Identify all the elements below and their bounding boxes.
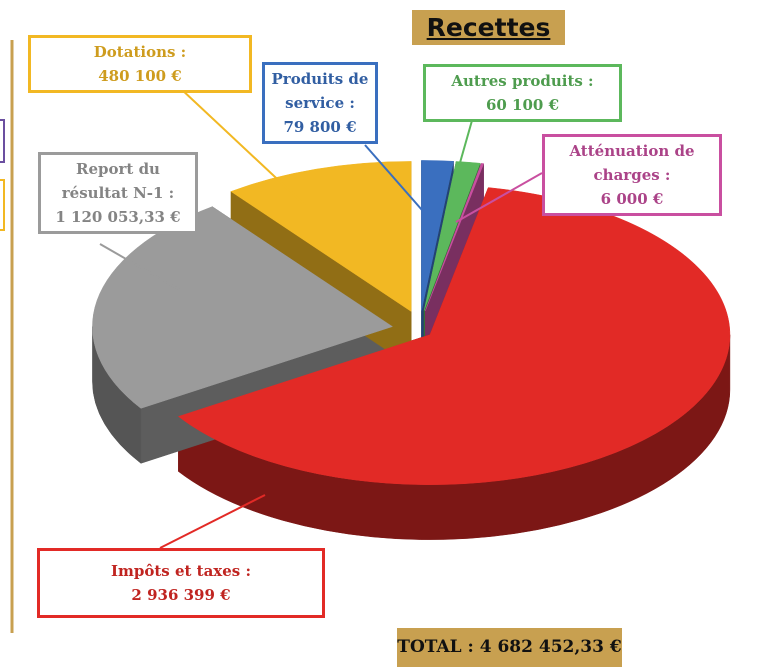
slice: [423, 161, 481, 311]
category-label: Produits de service :: [271, 70, 369, 112]
leader-line: [179, 87, 306, 206]
label-box: Impôts et taxes : 2 936 399 €: [37, 548, 325, 618]
leaders: [99, 87, 543, 549]
side-box: [0, 119, 5, 163]
category-label: Dotations :: [93, 43, 187, 61]
leader-line: [455, 172, 543, 223]
value-label: 60 100 €: [485, 96, 560, 114]
leader-line: [99, 243, 181, 291]
value-label: 6 000 €: [600, 190, 664, 208]
label-box: Produits de service : 79 800 €: [262, 62, 378, 144]
category-label: Autres produits :: [451, 72, 594, 90]
leader-line: [364, 144, 423, 211]
slice: [230, 161, 412, 312]
leader-line: [445, 116, 474, 213]
slice: [421, 160, 454, 311]
label-box: Autres produits : 60 100 €: [423, 64, 622, 122]
total-annotation: TOTAL : 4 682 452,33 €: [397, 628, 622, 667]
value-label: 2 936 399 €: [131, 586, 231, 604]
slice: [177, 187, 731, 485]
leader-line: [159, 494, 266, 549]
chart-title: Recettes: [412, 10, 565, 45]
label-box: Report du résultat N-1 : 1 120 053,33 €: [38, 152, 198, 234]
pie: [92, 160, 731, 540]
side-box: [0, 179, 5, 231]
slice: [425, 163, 485, 311]
value-label: 79 800 €: [283, 118, 357, 136]
value-label: 480 100 €: [98, 67, 182, 85]
label-box: Atténuation de charges : 6 000 €: [542, 134, 722, 216]
category-label: Impôts et taxes :: [110, 562, 251, 580]
label-box: Dotations : 480 100 €: [28, 35, 252, 93]
value-label: 1 120 053,33 €: [55, 208, 181, 226]
category-label: Report du résultat N-1 :: [61, 160, 175, 202]
category-label: Atténuation de charges :: [569, 142, 695, 184]
